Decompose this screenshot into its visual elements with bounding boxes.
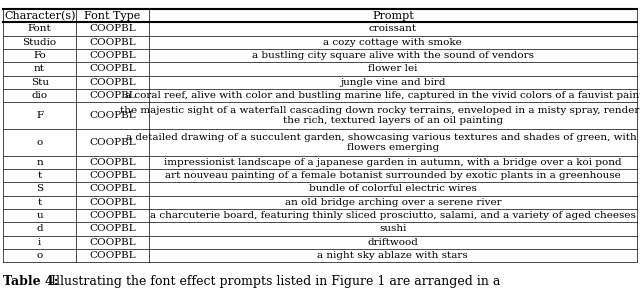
Text: t: t	[38, 171, 42, 180]
Text: COOPBL: COOPBL	[89, 251, 136, 260]
Text: Character(s): Character(s)	[4, 10, 76, 21]
Text: bundle of colorful electric wires: bundle of colorful electric wires	[309, 184, 477, 193]
Text: COOPBL: COOPBL	[89, 138, 136, 147]
Text: COOPBL: COOPBL	[89, 211, 136, 220]
Text: a coral reef, alive with color and bustling marine life, captured in the vivid c: a coral reef, alive with color and bustl…	[125, 91, 640, 100]
Text: impressionist landscape of a japanese garden in autumn, with a bridge over a koi: impressionist landscape of a japanese ga…	[164, 158, 621, 167]
Text: nt: nt	[34, 64, 45, 73]
Text: COOPBL: COOPBL	[89, 24, 136, 33]
Text: COOPBL: COOPBL	[89, 38, 136, 47]
Text: Studio: Studio	[22, 38, 57, 47]
Text: a detailed drawing of a succulent garden, showcasing various textures and shades: a detailed drawing of a succulent garden…	[126, 133, 640, 152]
Text: Stu: Stu	[31, 78, 49, 87]
Text: a cozy cottage with smoke: a cozy cottage with smoke	[323, 38, 462, 47]
Text: COOPBL: COOPBL	[89, 198, 136, 207]
Text: the majestic sight of a waterfall cascading down rocky terrains, enveloped in a : the majestic sight of a waterfall cascad…	[120, 106, 640, 125]
Text: art nouveau painting of a female botanist surrounded by exotic plants in a green: art nouveau painting of a female botanis…	[165, 171, 621, 180]
Text: S: S	[36, 184, 43, 193]
Text: an old bridge arching over a serene river: an old bridge arching over a serene rive…	[285, 198, 501, 207]
Text: o: o	[36, 138, 43, 147]
Text: F: F	[36, 111, 43, 120]
Text: a night sky ablaze with stars: a night sky ablaze with stars	[317, 251, 468, 260]
Text: COOPBL: COOPBL	[89, 91, 136, 100]
Text: Table 4: Illustrating the font effect prompts listed in Figure 1 are arranged in: Table 4: Illustrating the font effect pr…	[3, 275, 507, 288]
Text: u: u	[36, 211, 43, 220]
Text: Prompt: Prompt	[372, 11, 413, 21]
Text: i: i	[38, 238, 41, 247]
Text: t: t	[38, 198, 42, 207]
Text: COOPBL: COOPBL	[89, 184, 136, 193]
Text: COOPBL: COOPBL	[89, 64, 136, 73]
Text: croissant: croissant	[369, 24, 417, 33]
Text: jungle vine and bird: jungle vine and bird	[340, 78, 445, 87]
Text: o: o	[36, 251, 43, 260]
Text: dio: dio	[31, 91, 48, 100]
Text: flower lei: flower lei	[368, 64, 417, 73]
Text: a bustling city square alive with the sound of vendors: a bustling city square alive with the so…	[252, 51, 534, 60]
Text: Font Type: Font Type	[84, 11, 141, 21]
Text: COOPBL: COOPBL	[89, 171, 136, 180]
Text: Table 4:: Table 4:	[3, 275, 59, 288]
Text: d: d	[36, 224, 43, 233]
Text: COOPBL: COOPBL	[89, 78, 136, 87]
Text: COOPBL: COOPBL	[89, 158, 136, 167]
Text: a charcuterie board, featuring thinly sliced prosciutto, salami, and a variety o: a charcuterie board, featuring thinly sl…	[150, 211, 636, 220]
Text: COOPBL: COOPBL	[89, 51, 136, 60]
Text: COOPBL: COOPBL	[89, 111, 136, 120]
Text: n: n	[36, 158, 43, 167]
Text: Illustrating the font effect prompts listed in Figure 1 are arranged in a: Illustrating the font effect prompts lis…	[47, 275, 500, 288]
Text: sushi: sushi	[379, 224, 406, 233]
Text: COOPBL: COOPBL	[89, 224, 136, 233]
Text: Fo: Fo	[33, 51, 46, 60]
Text: Font: Font	[28, 24, 51, 33]
Text: driftwood: driftwood	[367, 238, 419, 247]
Text: COOPBL: COOPBL	[89, 238, 136, 247]
